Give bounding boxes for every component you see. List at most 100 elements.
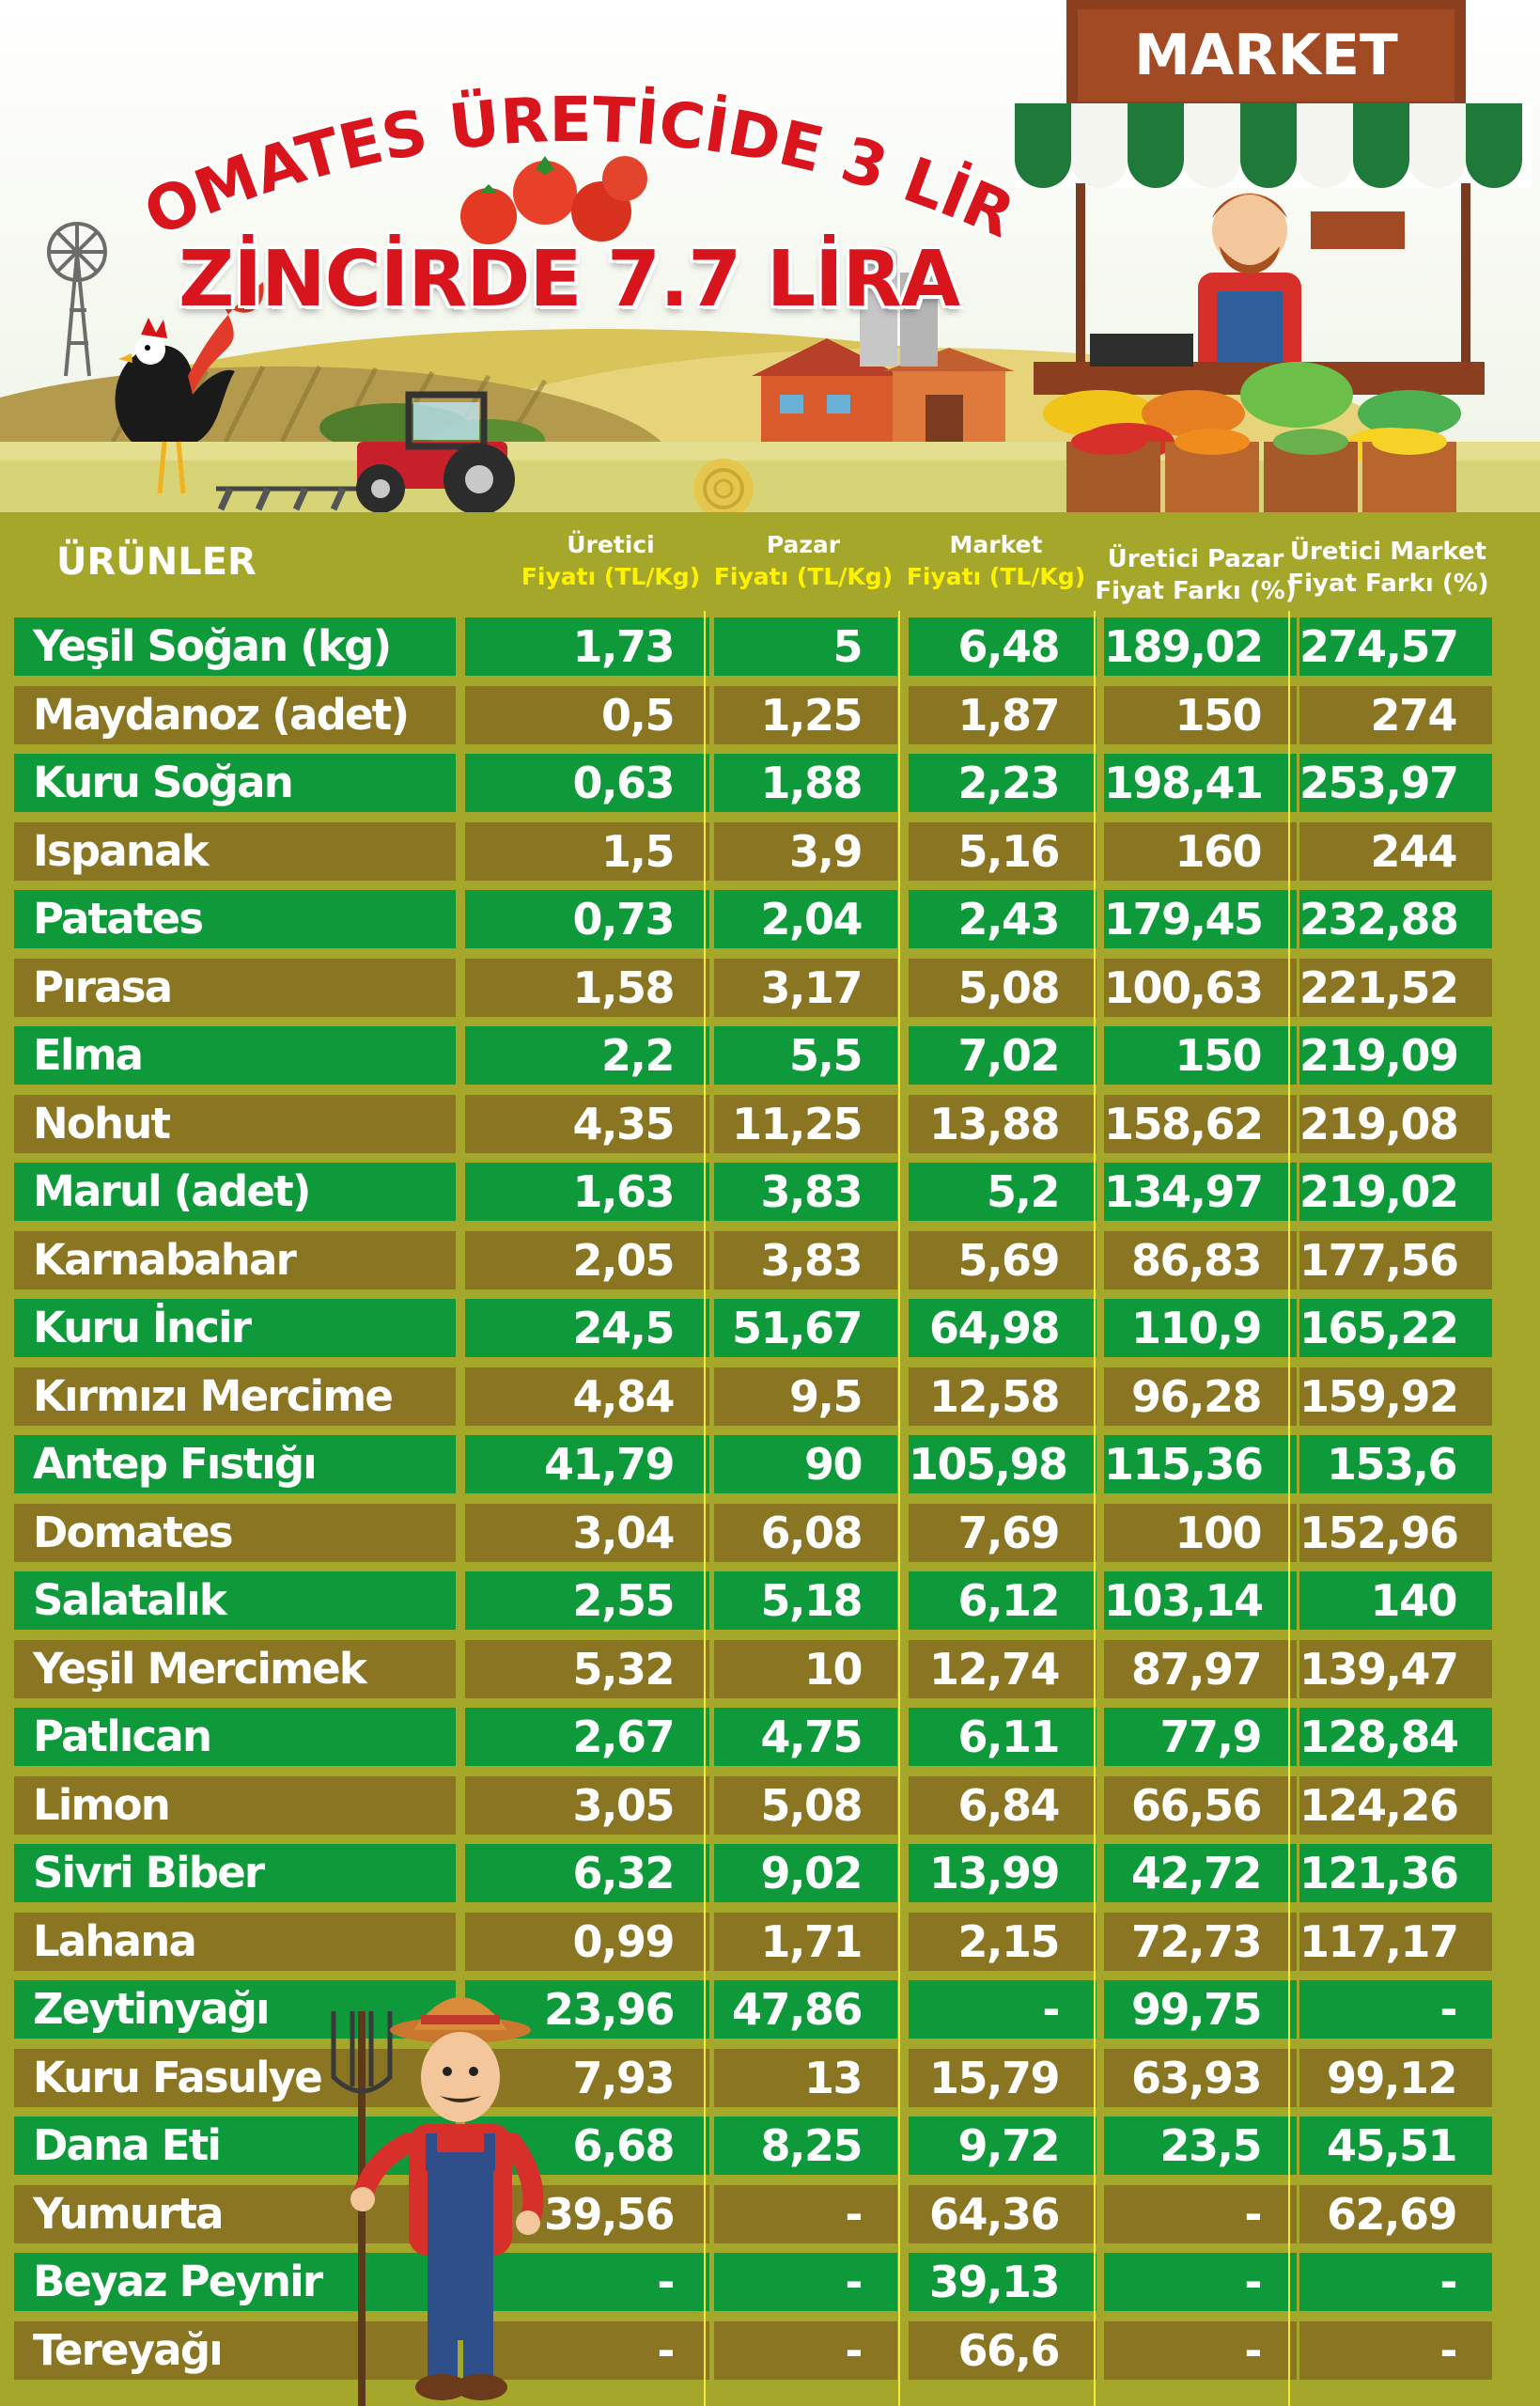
value-cell: 160 <box>1104 821 1297 881</box>
value-cell: - <box>1104 2253 1297 2311</box>
shopkeeper-icon <box>1198 193 1301 376</box>
value-cell: 47,86 <box>714 1980 897 2039</box>
value-cell: - <box>465 2320 709 2380</box>
table-row: Yumurta 39,56-64,36-62,69 <box>14 2184 1499 2243</box>
product-name-cell: Salatalık <box>14 1571 456 1630</box>
table-row: Salatalık 2,55 5,18 6,12 103,14 140 <box>14 1571 1499 1630</box>
value-cell: 274,57 <box>1299 617 1492 676</box>
product-name-cell: Patates <box>14 890 456 948</box>
table-row: Ispanak 1,5 3,9 5,16 160 244 <box>14 821 1499 881</box>
column-header-line2: Fiyatı (TL/Kg) <box>713 563 894 590</box>
column-header-line2: Fiyatı (TL/Kg) <box>906 563 1086 590</box>
column-header-products: ÜRÜNLER <box>56 540 257 584</box>
product-name-cell: Tereyağı <box>14 2320 456 2380</box>
value-cell: 115,36 <box>1104 1435 1297 1493</box>
value-cell: 6,84 <box>909 1775 1097 1835</box>
value-cell: 5 <box>714 617 897 676</box>
value-cell: 3,17 <box>714 958 897 1017</box>
value-cell: 5,08 <box>714 1775 897 1835</box>
value-cell: 41,79 <box>465 1435 709 1493</box>
product-name-cell: Yumurta <box>14 2184 456 2243</box>
value-cell: 2,15 <box>909 1912 1097 1971</box>
value-cell: 62,69 <box>1299 2184 1492 2243</box>
value-cell: 23,96 <box>465 1980 709 2039</box>
value-cell: 4,84 <box>465 1367 709 1426</box>
value-cell: 2,43 <box>909 890 1097 948</box>
value-cell: 3,83 <box>714 1163 897 1221</box>
value-cell: 3,9 <box>714 821 897 881</box>
table-row: Kuru Soğan 0,63 1,88 2,23 198,41 253,97 <box>14 754 1499 812</box>
value-cell: 5,08 <box>909 958 1097 1017</box>
windmill-icon <box>47 222 107 377</box>
value-cell: - <box>1104 2184 1297 2243</box>
value-cell: 3,05 <box>465 1775 709 1835</box>
table-row: Yeşil Mercimek 5,32 10 12,74 87,97 139,47 <box>14 1639 1499 1698</box>
table-row: Nohut 4,35 11,25 13,88 158,62 219,08 <box>14 1094 1499 1153</box>
value-cell: 13 <box>714 2048 897 2107</box>
product-name-cell: Ispanak <box>14 821 456 881</box>
value-cell: 1,63 <box>465 1163 709 1221</box>
value-cell: 64,98 <box>909 1299 1097 1357</box>
value-cell: 117,17 <box>1299 1912 1492 1971</box>
value-cell: 7,93 <box>465 2048 709 2107</box>
value-cell: 253,97 <box>1299 754 1492 812</box>
value-cell: 179,45 <box>1104 890 1297 948</box>
value-cell: 72,73 <box>1104 1912 1297 1971</box>
product-name-cell: Yeşil Soğan (kg) <box>14 617 456 676</box>
market-sign: MARKET <box>1134 23 1398 88</box>
value-cell: 9,72 <box>909 2117 1097 2175</box>
value-cell: 10 <box>714 1639 897 1698</box>
value-cell: 150 <box>1104 1026 1297 1085</box>
value-cell: 121,36 <box>1299 1844 1492 1902</box>
value-cell: 152,96 <box>1299 1503 1492 1562</box>
table-row: Kuru Fasulye 7,93 13 15,79 63,93 99,12 <box>14 2048 1499 2107</box>
barn-icon <box>752 246 1015 442</box>
column-header-line2: Fiyatı (TL/Kg) <box>521 563 701 590</box>
value-cell: 100,63 <box>1104 958 1297 1017</box>
value-cell: 77,9 <box>1104 1708 1297 1766</box>
value-cell: 1,71 <box>714 1912 897 1971</box>
value-cell: 198,41 <box>1104 754 1297 812</box>
column-header-line1: Üretici Pazar <box>1107 545 1284 573</box>
column-header-producer-market-diff: Üretici Market Fiyat Farkı (%) <box>1283 536 1494 600</box>
value-cell: 99,75 <box>1104 1980 1297 2039</box>
value-cell: 1,25 <box>714 685 897 744</box>
value-cell: 244 <box>1299 821 1492 881</box>
column-header-line2: Fiyat Farkı (%) <box>1095 577 1297 605</box>
column-header-line1: Üretici Market <box>1289 538 1487 566</box>
product-name-cell: Kuru Fasulye <box>14 2048 456 2107</box>
value-cell: 24,5 <box>465 1299 709 1357</box>
value-cell: - <box>1299 1980 1492 2039</box>
column-header-producer-price: Üretici Fiyatı (TL/Kg) <box>517 529 705 593</box>
table-row: Maydanoz (adet) 0,5 1,25 1,87 150 274 <box>14 685 1499 744</box>
value-cell: 5,2 <box>909 1163 1097 1221</box>
value-cell: 2,23 <box>909 754 1097 812</box>
table-row: Domates 3,04 6,08 7,69 100 152,96 <box>14 1503 1499 1562</box>
value-cell: 1,58 <box>465 958 709 1017</box>
value-cell: 140 <box>1299 1571 1492 1630</box>
product-name-cell: Limon <box>14 1775 456 1835</box>
value-cell: 2,05 <box>465 1230 709 1289</box>
value-cell: 12,58 <box>909 1367 1097 1426</box>
value-cell: - <box>1299 2253 1492 2311</box>
value-cell: 12,74 <box>909 1639 1097 1698</box>
value-cell: 4,35 <box>465 1094 709 1153</box>
table-row: Zeytinyağı 23,96 47,86-99,75- <box>14 1980 1499 2039</box>
value-cell: 159,92 <box>1299 1367 1492 1426</box>
value-cell: 105,98 <box>909 1435 1097 1493</box>
table-row: Lahana 0,99 1,71 2,15 72,73 117,17 <box>14 1912 1499 1971</box>
value-cell: 6,12 <box>909 1571 1097 1630</box>
product-name-cell: Zeytinyağı <box>14 1980 456 2039</box>
value-cell: 100 <box>1104 1503 1297 1562</box>
value-cell: 66,6 <box>909 2320 1097 2380</box>
header-scene: DOMATES ÜRETİCİDE 3 LİRA <box>0 0 1540 526</box>
value-cell: - <box>714 2320 897 2380</box>
tractor-icon <box>216 391 515 515</box>
product-name-cell: Domates <box>14 1503 456 1562</box>
value-cell: 0,63 <box>465 754 709 812</box>
value-cell: 86,83 <box>1104 1230 1297 1289</box>
value-cell: 1,88 <box>714 754 897 812</box>
column-header-line1: Market <box>949 531 1043 558</box>
table-row: Elma 2,2 5,5 7,02 150 219,09 <box>14 1026 1499 1085</box>
value-cell: 11,25 <box>714 1094 897 1153</box>
